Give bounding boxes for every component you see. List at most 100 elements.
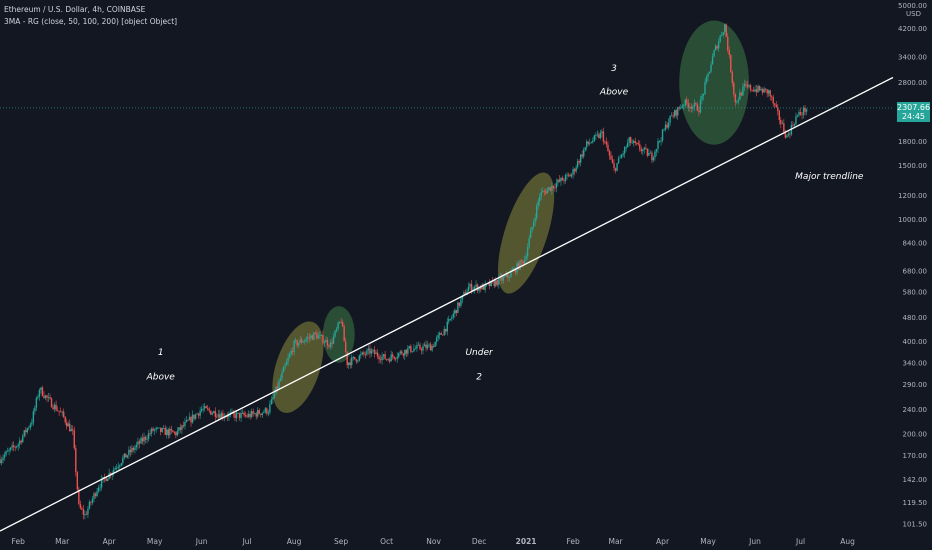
candle-body-211 <box>317 335 320 339</box>
candle-body-251 <box>378 356 380 360</box>
candle-body-185 <box>278 380 280 389</box>
y-tick-label-12: 580.00 <box>903 289 928 297</box>
candle-body-461 <box>696 104 699 111</box>
candle-body-424 <box>640 149 643 152</box>
candle-body-142 <box>213 411 215 414</box>
candle-body-283 <box>426 344 429 349</box>
candle-body-59 <box>87 508 89 515</box>
candle-body-527 <box>796 115 799 117</box>
candle-body-57 <box>84 514 86 516</box>
y-tick-label-9: 1000.00 <box>898 216 927 224</box>
candle-body-367 <box>554 187 556 189</box>
candle-body-437 <box>660 140 662 142</box>
candle-body-143 <box>214 411 216 417</box>
candle-body-138 <box>207 407 209 409</box>
candle-body-64 <box>94 493 97 497</box>
candle-body-61 <box>90 501 92 503</box>
candle-body-157 <box>235 412 238 419</box>
candle-body-148 <box>222 413 224 418</box>
candle-body-41 <box>59 411 62 413</box>
candle-body-450 <box>680 107 682 109</box>
candle-body-470 <box>710 64 712 72</box>
candle-body-374 <box>564 175 567 182</box>
highlight-ellipse-1 <box>272 321 324 413</box>
candle-body-353 <box>532 221 535 227</box>
candle-body-215 <box>323 342 326 344</box>
candle-body-169 <box>254 413 256 415</box>
candle-body-414 <box>625 147 627 148</box>
candle-body-431 <box>651 152 653 161</box>
candle-body-39 <box>56 410 59 412</box>
candle-body-300 <box>452 313 455 318</box>
candle-body-225 <box>338 321 341 323</box>
candle-body-506 <box>764 88 767 90</box>
candle-body-271 <box>408 345 411 349</box>
candle-body-361 <box>545 191 547 194</box>
candle-body-276 <box>416 345 418 349</box>
candle-body-449 <box>678 107 680 109</box>
candle-body-457 <box>690 106 693 109</box>
candle-body-147 <box>220 413 223 418</box>
candle-body-54 <box>79 503 82 509</box>
candle-body-284 <box>428 344 430 346</box>
candle-body-296 <box>446 321 448 332</box>
candle-body-334 <box>504 276 506 278</box>
candle-body-295 <box>445 328 447 332</box>
candle-body-76 <box>113 469 115 473</box>
candle-body-111 <box>166 429 168 435</box>
candle-body-7 <box>8 449 10 451</box>
candle-body-199 <box>299 339 301 343</box>
candle-body-34 <box>49 397 51 399</box>
candle-body-387 <box>584 147 586 150</box>
candle-body-446 <box>673 110 676 117</box>
candle-body-194 <box>291 350 294 353</box>
candle-body-453 <box>684 99 686 106</box>
candle-body-505 <box>763 88 765 93</box>
candle-body-439 <box>663 129 665 131</box>
candle-body-351 <box>529 230 532 239</box>
candle-body-346 <box>522 261 524 264</box>
candle-body-480 <box>725 24 727 37</box>
candle-body-338 <box>510 271 512 278</box>
candle-body-256 <box>385 359 388 361</box>
candle-body-40 <box>58 410 60 412</box>
y-tick-label-10: 840.00 <box>903 239 928 247</box>
candle-body-383 <box>578 161 580 163</box>
candle-body-307 <box>463 292 465 296</box>
x-tick-label-16: May <box>700 537 716 546</box>
candle-body-164 <box>246 415 248 417</box>
candle-body-203 <box>305 338 307 341</box>
candle-body-516 <box>780 120 782 124</box>
candle-body-469 <box>708 71 711 74</box>
y-tick-label-1: 5000.00 <box>898 2 927 10</box>
candle-body-389 <box>587 141 589 144</box>
candle-body-330 <box>498 277 500 285</box>
candle-body-236 <box>355 359 357 362</box>
candle-body-172 <box>258 410 260 414</box>
candle-body-368 <box>555 183 558 188</box>
candle-body-272 <box>410 345 412 352</box>
candle-body-404 <box>610 155 612 160</box>
candle-body-274 <box>413 348 415 352</box>
x-tick-label-17: Jun <box>748 537 761 546</box>
x-axis: Feb Mar Apr May Jun Jul Aug Sep Oct Nov Dec 2021 Feb… <box>12 537 856 546</box>
candle-body-370 <box>558 179 561 182</box>
candle-body-220 <box>331 342 333 344</box>
candle-body-473 <box>714 46 717 51</box>
candle-body-303 <box>457 302 459 313</box>
candle-body-407 <box>614 168 617 171</box>
candle-body-427 <box>645 147 647 149</box>
candle-body-101 <box>150 428 153 434</box>
candle-body-493 <box>745 84 747 85</box>
candle-body-235 <box>354 357 356 360</box>
candle-body-497 <box>751 89 753 91</box>
candle-body-198 <box>297 342 300 346</box>
candle-body-529 <box>799 112 802 115</box>
candle-body-485 <box>733 82 735 94</box>
candle-body-178 <box>267 412 270 414</box>
y-axis: 5000.004200.003400.002800.002200.001800.… <box>898 2 927 529</box>
x-tick-label-19: Aug <box>840 537 855 546</box>
candle-body-362 <box>546 189 549 194</box>
candle-body-513 <box>775 104 777 108</box>
